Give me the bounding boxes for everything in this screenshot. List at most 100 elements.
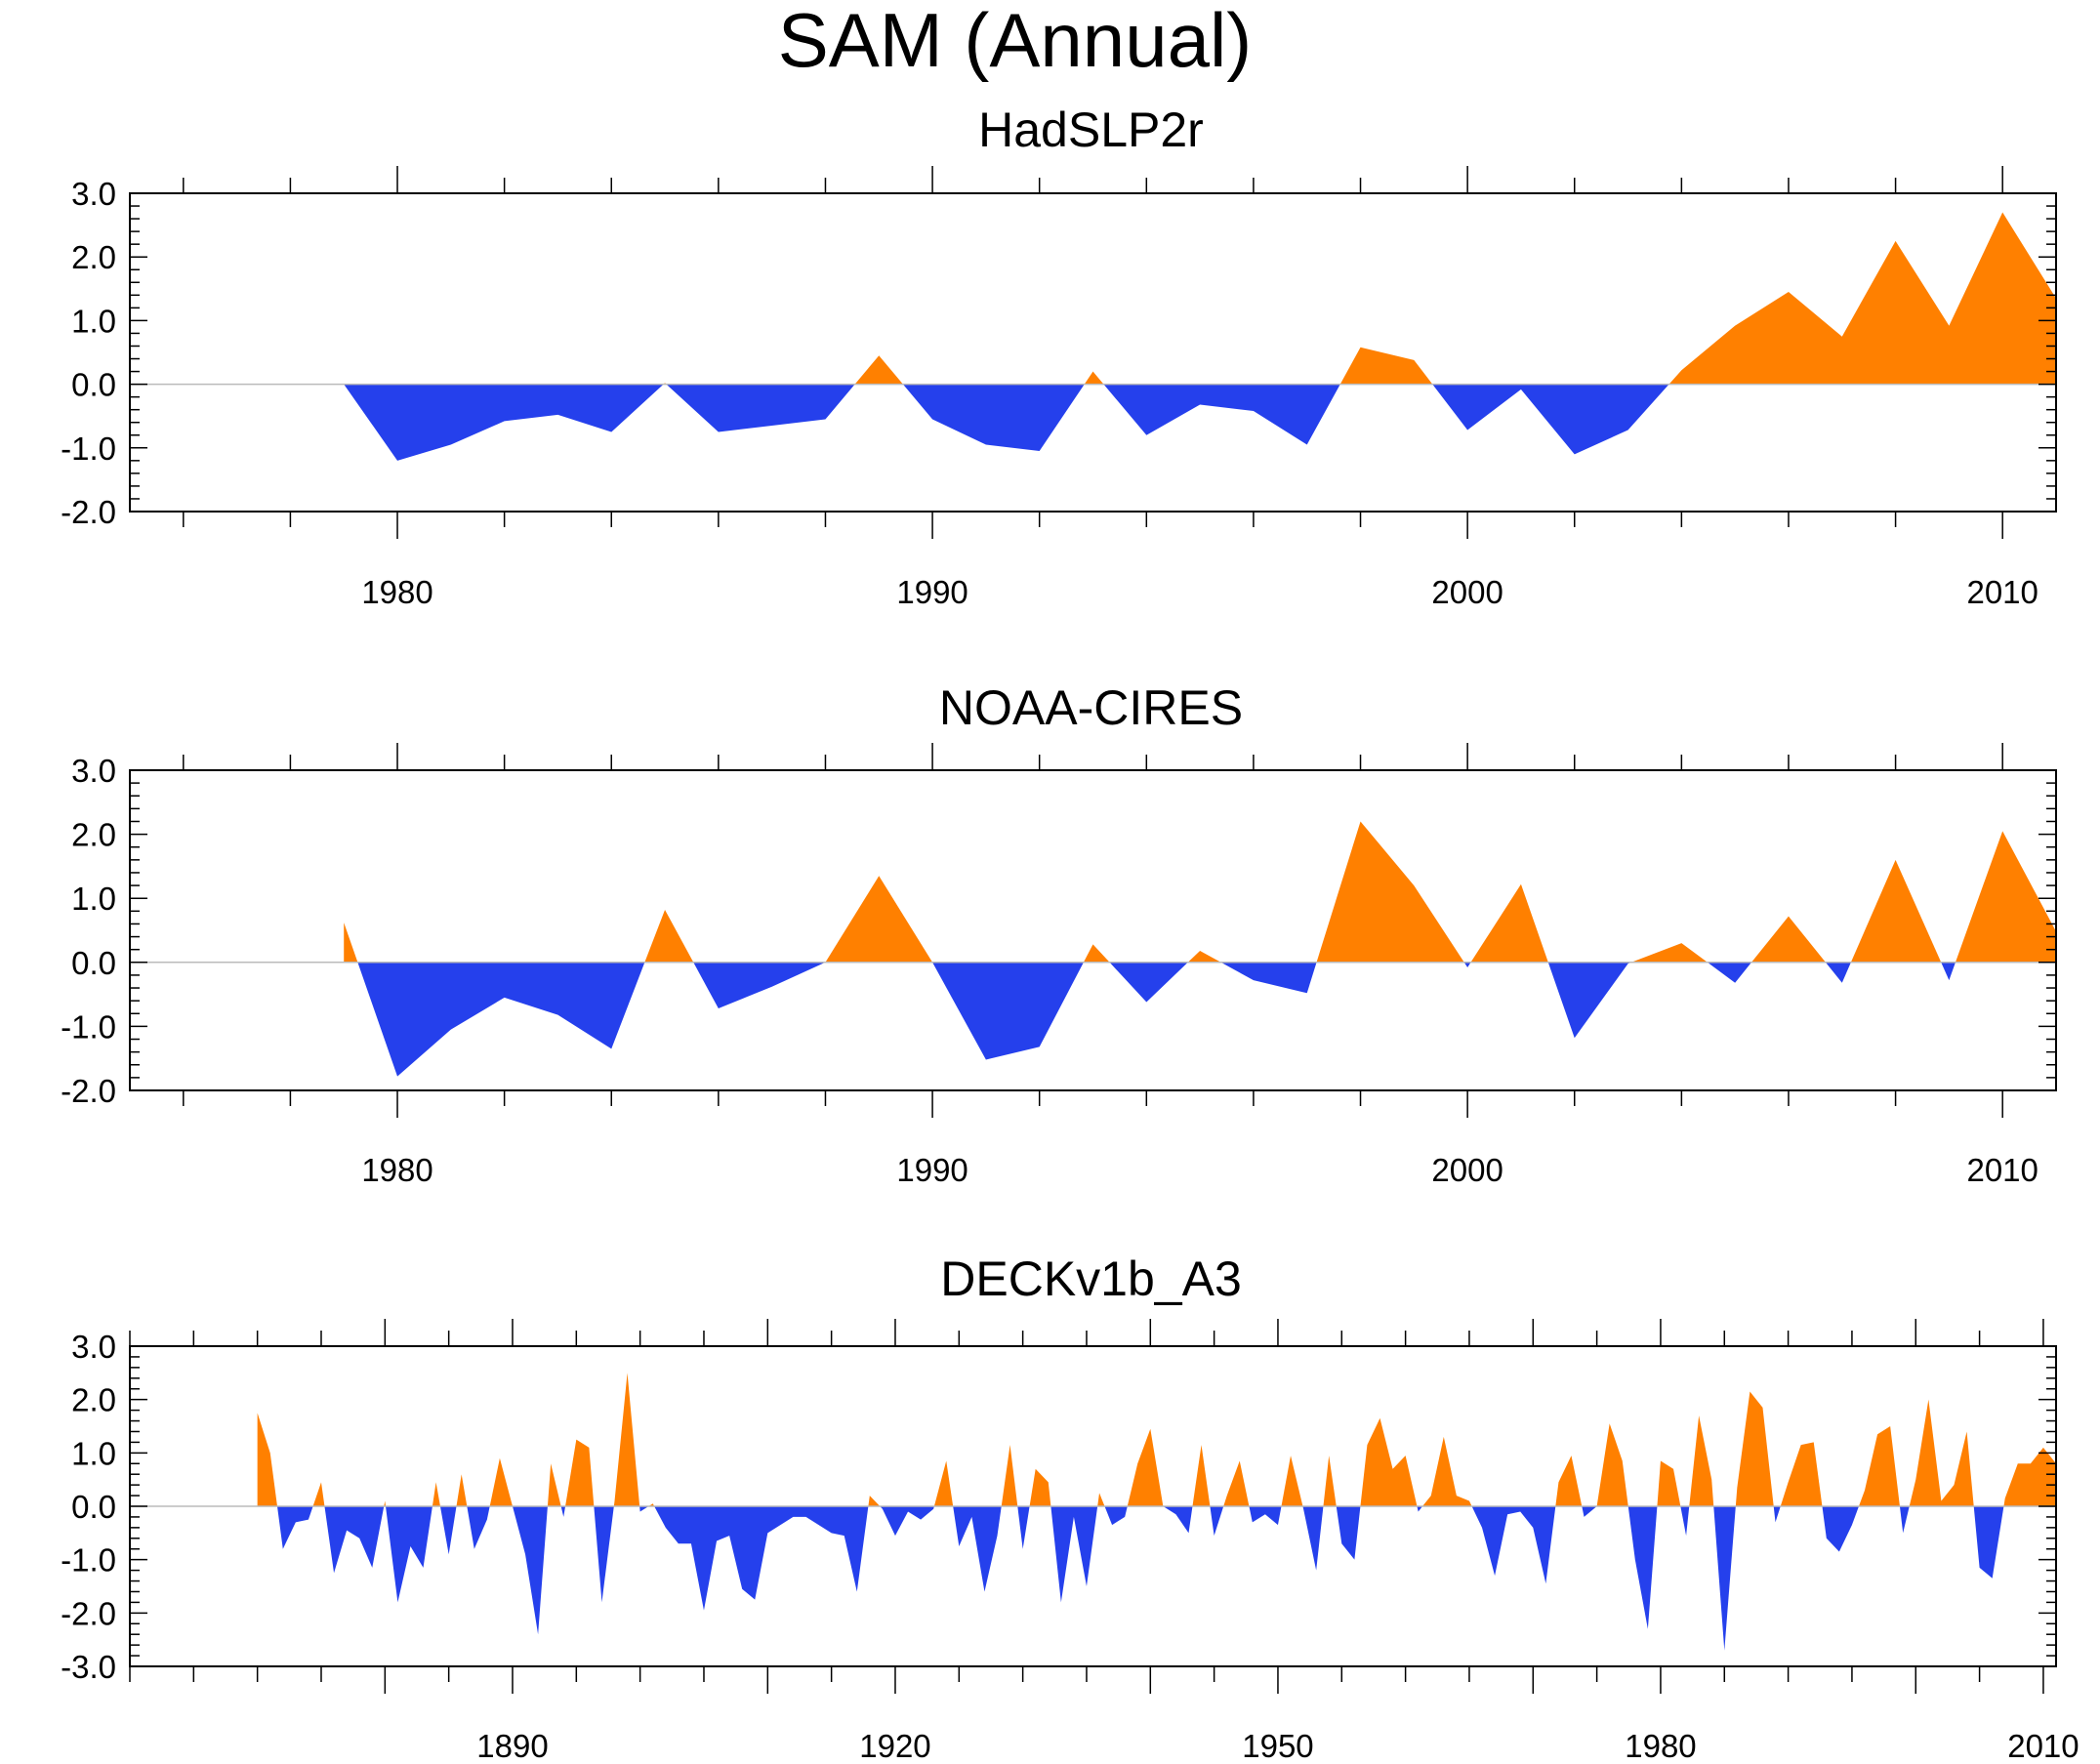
negative-area — [560, 1506, 566, 1517]
negative-area — [512, 1506, 548, 1635]
positive-area — [1084, 371, 1104, 385]
positive-area — [1555, 1456, 1583, 1506]
negative-area — [1220, 962, 1317, 994]
negative-area — [1249, 1506, 1282, 1526]
negative-area — [1825, 962, 1851, 983]
y-tick-label: 1.0 — [71, 881, 116, 917]
negative-area — [386, 1506, 432, 1603]
negative-area — [693, 962, 826, 1009]
positive-area — [1751, 916, 1826, 963]
panel-title: DECKv1b_A3 — [940, 1251, 1242, 1306]
positive-area — [547, 1463, 561, 1506]
y-tick-label: -2.0 — [61, 494, 116, 530]
positive-area — [1780, 1442, 1823, 1506]
negative-area — [1680, 1506, 1690, 1537]
positive-area — [1422, 1436, 1472, 1506]
negative-area — [1432, 384, 1669, 455]
negative-area — [594, 1506, 614, 1603]
area-fills — [344, 821, 2056, 1077]
panel-title: HadSLP2r — [978, 103, 1204, 157]
area-fills — [344, 212, 2056, 461]
positive-area — [1735, 1391, 1774, 1506]
negative-area — [1941, 962, 1956, 981]
x-tick-label: 2010 — [1966, 1152, 2038, 1188]
negative-area — [1417, 1506, 1423, 1512]
negative-area — [1822, 1506, 1859, 1552]
positive-area — [312, 1482, 325, 1506]
x-tick-label: 2010 — [2007, 1728, 2079, 1764]
x-tick-label: 2000 — [1431, 1152, 1503, 1188]
positive-area — [456, 1474, 468, 1506]
positive-area — [1097, 1493, 1105, 1506]
x-tick-label: 1990 — [896, 1152, 968, 1188]
panel-title: NOAA-CIRES — [939, 680, 1243, 735]
panel-1: -2.0 -1.0 0.0 1.0 2.0 3.0 1980 1990 2000 2010 HadS… — [61, 103, 2057, 610]
negative-area — [1471, 1506, 1556, 1584]
negative-area — [324, 1506, 385, 1574]
y-tick-label: 3.0 — [71, 753, 116, 789]
negative-area — [1713, 1506, 1736, 1651]
negative-area — [902, 384, 1085, 452]
plot-frame — [129, 192, 2057, 513]
y-tick-label: -2.0 — [61, 1073, 116, 1109]
main-title: SAM (Annual) — [777, 0, 1253, 83]
positive-area — [1850, 859, 1942, 963]
positive-area — [1281, 1456, 1303, 1506]
y-tick-label: 2.0 — [71, 1382, 116, 1418]
positive-area — [1909, 1399, 1974, 1506]
negative-area — [953, 1506, 1002, 1592]
positive-area — [489, 1457, 513, 1506]
y-tick-label: 3.0 — [71, 176, 116, 212]
positive-area — [1192, 1445, 1211, 1506]
y-tick-label: 1.0 — [71, 303, 116, 339]
positive-area — [1001, 1445, 1018, 1506]
x-tick-label: 1980 — [1625, 1728, 1696, 1764]
x-tick-label: 1950 — [1242, 1728, 1313, 1764]
y-tick-label: -1.0 — [61, 1542, 116, 1579]
positive-area — [432, 1482, 440, 1506]
negative-area — [276, 1506, 313, 1549]
negative-area — [467, 1506, 490, 1549]
negative-area — [357, 962, 645, 1077]
positive-area — [1316, 821, 1464, 963]
negative-area — [1773, 1506, 1781, 1523]
negative-area — [1104, 1506, 1128, 1526]
positive-area — [644, 910, 694, 963]
y-tick-label: -1.0 — [61, 431, 116, 467]
positive-area — [1127, 1428, 1164, 1506]
y-tick-label: -3.0 — [61, 1649, 116, 1685]
panel-2: -2.0 -1.0 0.0 1.0 2.0 3.0 1980 1990 2000 2010 NOAA… — [61, 680, 2057, 1188]
negative-area — [1463, 962, 1471, 968]
positive-area — [1955, 831, 2056, 963]
positive-area — [565, 1439, 595, 1506]
x-tick-label: 2010 — [1966, 574, 2038, 610]
y-tick-label: 0.0 — [71, 945, 116, 981]
area-fills — [257, 1373, 2056, 1651]
negative-area — [1582, 1506, 1597, 1517]
positive-area — [344, 923, 358, 963]
positive-area — [2003, 1447, 2056, 1506]
negative-area — [1050, 1506, 1098, 1603]
y-tick-label: 1.0 — [71, 1435, 116, 1471]
negative-area — [1163, 1506, 1193, 1534]
positive-area — [1223, 1460, 1250, 1506]
negative-area — [1103, 384, 1340, 445]
x-tick-label: 1890 — [476, 1728, 548, 1764]
positive-area — [825, 876, 933, 963]
positive-area — [854, 355, 903, 385]
positive-area — [1657, 1460, 1681, 1506]
y-tick-label: -1.0 — [61, 1008, 116, 1045]
positive-area — [1630, 943, 1708, 963]
y-tick-label: 3.0 — [71, 1329, 116, 1365]
negative-area — [1627, 1506, 1658, 1629]
y-tick-label: 2.0 — [71, 239, 116, 275]
positive-area — [1187, 950, 1221, 963]
negative-area — [654, 1506, 869, 1611]
y-tick-label: -2.0 — [61, 1595, 116, 1631]
panel-3: -3.0 -2.0 -1.0 0.0 1.0 2.0 3.0 1890 1920 1950 1980… — [61, 1251, 2079, 1764]
positive-area — [257, 1413, 277, 1506]
negative-area — [344, 384, 664, 461]
plot-frame — [129, 769, 2057, 1091]
positive-area — [1689, 1415, 1714, 1506]
x-tick-label: 1990 — [896, 574, 968, 610]
